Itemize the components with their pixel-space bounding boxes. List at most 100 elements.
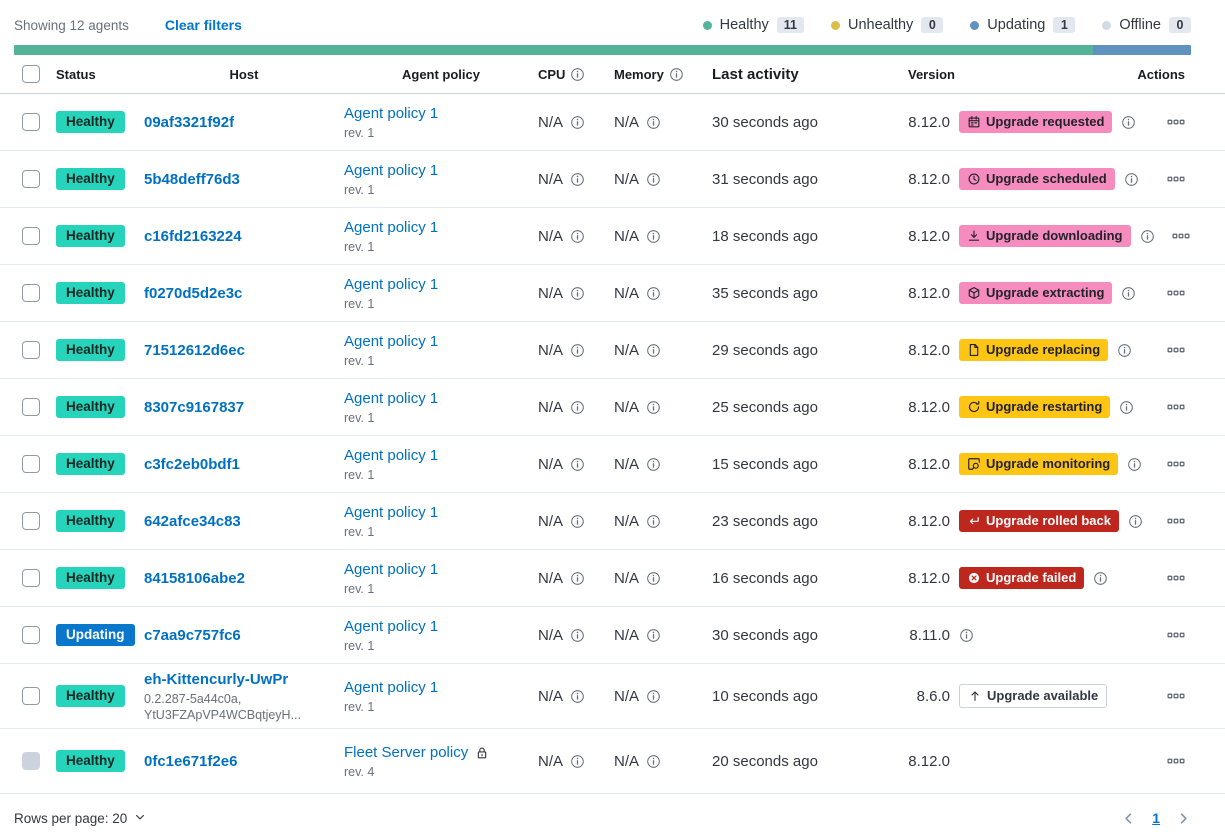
host-link[interactable]: c7aa9c757fc6 bbox=[144, 626, 241, 644]
host-link[interactable]: 09af3321f92f bbox=[144, 113, 235, 131]
page-number-1[interactable]: 1 bbox=[1152, 810, 1160, 826]
info-icon[interactable] bbox=[646, 172, 661, 187]
info-icon[interactable] bbox=[646, 457, 661, 472]
actions-menu-button[interactable] bbox=[1167, 626, 1185, 644]
info-icon[interactable] bbox=[646, 514, 661, 529]
host-link[interactable]: 5b48deff76d3 bbox=[144, 170, 240, 188]
actions-menu-button[interactable] bbox=[1167, 113, 1185, 131]
actions-menu-button[interactable] bbox=[1167, 687, 1185, 705]
agent-policy-link[interactable]: Agent policy 1 bbox=[344, 390, 439, 407]
row-checkbox[interactable] bbox=[22, 113, 40, 131]
info-icon[interactable] bbox=[570, 343, 585, 358]
info-icon[interactable] bbox=[669, 67, 684, 82]
host-link[interactable]: eh-Kittencurly-UwPr bbox=[144, 670, 289, 688]
info-icon[interactable] bbox=[646, 286, 661, 301]
info-icon[interactable] bbox=[646, 689, 661, 704]
info-icon[interactable] bbox=[570, 286, 585, 301]
info-icon[interactable] bbox=[570, 754, 585, 769]
host-link[interactable]: 71512612d6ec bbox=[144, 341, 245, 359]
agent-policy-link[interactable]: Agent policy 1 bbox=[344, 447, 439, 464]
header-last-activity[interactable]: Last activity bbox=[712, 65, 799, 83]
row-checkbox[interactable] bbox=[22, 626, 40, 644]
clear-filters-link[interactable]: Clear filters bbox=[164, 17, 242, 33]
policy-revision: rev. 1 bbox=[344, 525, 375, 539]
cpu-value: N/A bbox=[538, 569, 564, 587]
row-checkbox[interactable] bbox=[22, 284, 40, 302]
row-checkbox[interactable] bbox=[22, 687, 40, 705]
next-page-button[interactable] bbox=[1176, 811, 1191, 826]
info-icon[interactable] bbox=[646, 571, 661, 586]
info-icon[interactable] bbox=[646, 115, 661, 130]
rows-per-page-button[interactable]: Rows per page: 20 bbox=[14, 811, 146, 826]
header-memory[interactable]: Memory bbox=[614, 66, 664, 82]
info-icon[interactable] bbox=[1124, 172, 1139, 187]
header-cpu[interactable]: CPU bbox=[538, 66, 566, 82]
info-icon[interactable] bbox=[570, 628, 585, 643]
info-icon[interactable] bbox=[1093, 571, 1108, 586]
host-link[interactable]: c16fd2163224 bbox=[144, 227, 242, 245]
agent-policy-link[interactable]: Agent policy 1 bbox=[344, 105, 439, 122]
info-icon[interactable] bbox=[646, 754, 661, 769]
row-checkbox[interactable] bbox=[22, 170, 40, 188]
actions-menu-button[interactable] bbox=[1167, 569, 1185, 587]
info-icon[interactable] bbox=[570, 115, 585, 130]
previous-page-button[interactable] bbox=[1121, 811, 1136, 826]
info-icon[interactable] bbox=[959, 628, 974, 643]
info-icon[interactable] bbox=[1121, 286, 1136, 301]
info-icon[interactable] bbox=[570, 571, 585, 586]
table-row: Healthy eh-Kittencurly-UwPr 0.2.287-5a44… bbox=[0, 664, 1225, 729]
info-icon[interactable] bbox=[646, 229, 661, 244]
actions-menu-button[interactable] bbox=[1167, 455, 1185, 473]
info-icon[interactable] bbox=[1127, 457, 1142, 472]
header-status[interactable]: Status bbox=[56, 66, 96, 82]
info-icon[interactable] bbox=[1128, 514, 1143, 529]
actions-menu-button[interactable] bbox=[1167, 341, 1185, 359]
row-checkbox[interactable] bbox=[22, 455, 40, 473]
info-icon[interactable] bbox=[570, 400, 585, 415]
host-link[interactable]: 642afce34c83 bbox=[144, 512, 241, 530]
info-icon[interactable] bbox=[1117, 343, 1132, 358]
info-icon[interactable] bbox=[570, 689, 585, 704]
actions-menu-button[interactable] bbox=[1167, 398, 1185, 416]
agent-policy-link[interactable]: Agent policy 1 bbox=[344, 679, 439, 696]
host-link[interactable]: c3fc2eb0bdf1 bbox=[144, 455, 240, 473]
host-link[interactable]: 0fc1e671f2e6 bbox=[144, 752, 238, 770]
info-icon[interactable] bbox=[1140, 229, 1155, 244]
info-icon[interactable] bbox=[1121, 115, 1136, 130]
actions-menu-button[interactable] bbox=[1167, 170, 1185, 188]
table-row: Healthy 642afce34c83 Agent policy 1 rev.… bbox=[0, 493, 1225, 550]
info-icon[interactable] bbox=[1119, 400, 1134, 415]
actions-menu-button[interactable] bbox=[1172, 227, 1190, 245]
agent-policy-link[interactable]: Agent policy 1 bbox=[344, 561, 439, 578]
agent-policy-link[interactable]: Fleet Server policy bbox=[344, 744, 469, 761]
info-icon[interactable] bbox=[570, 172, 585, 187]
header-version[interactable]: Version bbox=[908, 66, 955, 82]
agent-policy-link[interactable]: Agent policy 1 bbox=[344, 333, 439, 350]
row-checkbox[interactable] bbox=[22, 398, 40, 416]
actions-menu-button[interactable] bbox=[1167, 284, 1185, 302]
agent-policy-link[interactable]: Agent policy 1 bbox=[344, 162, 439, 179]
host-link[interactable]: 84158106abe2 bbox=[144, 569, 245, 587]
info-icon[interactable] bbox=[570, 457, 585, 472]
info-icon[interactable] bbox=[646, 628, 661, 643]
info-icon[interactable] bbox=[570, 229, 585, 244]
header-agent-policy[interactable]: Agent policy bbox=[401, 66, 480, 82]
agent-policy-link[interactable]: Agent policy 1 bbox=[344, 219, 439, 236]
header-host[interactable]: Host bbox=[229, 66, 259, 82]
info-icon[interactable] bbox=[646, 343, 661, 358]
agent-policy-link[interactable]: Agent policy 1 bbox=[344, 504, 439, 521]
info-icon[interactable] bbox=[646, 400, 661, 415]
row-checkbox[interactable] bbox=[22, 569, 40, 587]
select-all-checkbox[interactable] bbox=[22, 65, 40, 83]
actions-menu-button[interactable] bbox=[1167, 512, 1185, 530]
host-link[interactable]: f0270d5d2e3c bbox=[144, 284, 243, 302]
info-icon[interactable] bbox=[570, 67, 585, 82]
actions-menu-button[interactable] bbox=[1167, 752, 1185, 770]
row-checkbox[interactable] bbox=[22, 341, 40, 359]
agent-policy-link[interactable]: Agent policy 1 bbox=[344, 276, 439, 293]
host-link[interactable]: 8307c9167837 bbox=[144, 398, 245, 416]
agent-policy-link[interactable]: Agent policy 1 bbox=[344, 618, 439, 635]
row-checkbox[interactable] bbox=[22, 227, 40, 245]
info-icon[interactable] bbox=[570, 514, 585, 529]
row-checkbox[interactable] bbox=[22, 512, 40, 530]
